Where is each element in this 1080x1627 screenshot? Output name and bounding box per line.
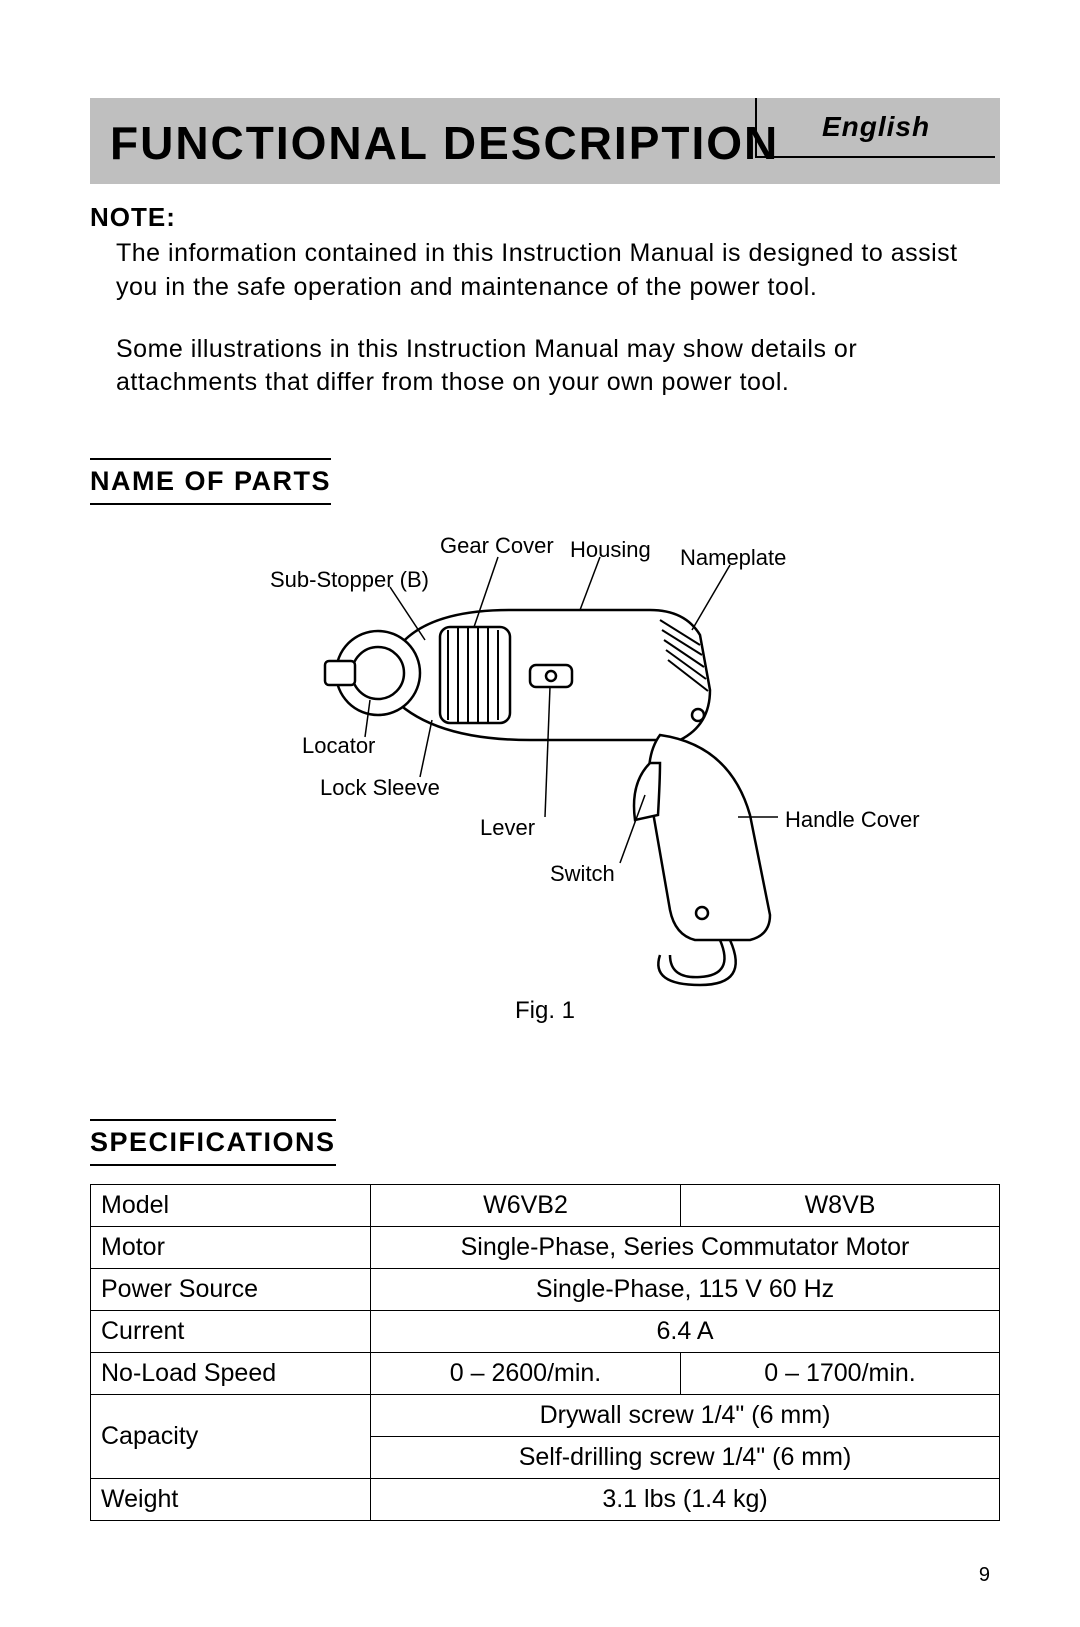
language-tab: English: [755, 98, 995, 158]
cell-power-val: Single-Phase, 115 V 60 Hz: [371, 1269, 1000, 1311]
label-handle-cover: Handle Cover: [785, 807, 920, 833]
cell-model-label: Model: [91, 1185, 371, 1227]
cell-power-label: Power Source: [91, 1269, 371, 1311]
cell-speed-a: 0 – 2600/min.: [371, 1353, 681, 1395]
label-locator: Locator: [302, 733, 375, 759]
parts-heading: NAME OF PARTS: [90, 458, 331, 505]
label-sub-stopper: Sub-Stopper (B): [270, 567, 429, 593]
label-lever: Lever: [480, 815, 535, 841]
note-label: NOTE:: [90, 202, 1000, 233]
page-number: 9: [979, 1564, 990, 1587]
cell-current-label: Current: [91, 1311, 371, 1353]
cell-model-b: W8VB: [681, 1185, 1000, 1227]
cell-capacity-2: Self-drilling screw 1/4" (6 mm): [371, 1437, 1000, 1479]
parts-diagram: Sub-Stopper (B) Gear Cover Housing Namep…: [230, 515, 990, 995]
specs-section: SPECIFICATIONS Model W6VB2 W8VB Motor Si…: [90, 1061, 1000, 1521]
note-para-2: Some illustrations in this Instruction M…: [116, 333, 1000, 401]
cell-motor-val: Single-Phase, Series Commutator Motor: [371, 1227, 1000, 1269]
parts-section: NAME OF PARTS: [90, 400, 1000, 1025]
table-row: No-Load Speed 0 – 2600/min. 0 – 1700/min…: [91, 1353, 1000, 1395]
language-label: English: [822, 111, 930, 143]
figure-caption: Fig. 1: [90, 997, 1000, 1025]
cell-speed-b: 0 – 1700/min.: [681, 1353, 1000, 1395]
label-gear-cover: Gear Cover: [440, 533, 554, 559]
specs-table: Model W6VB2 W8VB Motor Single-Phase, Ser…: [90, 1184, 1000, 1521]
cell-motor-label: Motor: [91, 1227, 371, 1269]
label-housing: Housing: [570, 537, 651, 563]
cell-capacity-1: Drywall screw 1/4" (6 mm): [371, 1395, 1000, 1437]
cell-speed-label: No-Load Speed: [91, 1353, 371, 1395]
table-row: Weight 3.1 lbs (1.4 kg): [91, 1479, 1000, 1521]
table-row: Capacity Drywall screw 1/4" (6 mm): [91, 1395, 1000, 1437]
note-para-1: The information contained in this Instru…: [116, 237, 1000, 305]
table-row: Model W6VB2 W8VB: [91, 1185, 1000, 1227]
label-switch: Switch: [550, 861, 615, 887]
note-block: NOTE: The information contained in this …: [90, 202, 1000, 400]
specs-heading: SPECIFICATIONS: [90, 1119, 336, 1166]
cell-current-val: 6.4 A: [371, 1311, 1000, 1353]
cell-weight-label: Weight: [91, 1479, 371, 1521]
table-row: Power Source Single-Phase, 115 V 60 Hz: [91, 1269, 1000, 1311]
label-lock-sleeve: Lock Sleeve: [320, 775, 440, 801]
page: English FUNCTIONAL DESCRIPTION NOTE: The…: [0, 98, 1080, 1627]
cell-model-a: W6VB2: [371, 1185, 681, 1227]
table-row: Current 6.4 A: [91, 1311, 1000, 1353]
cell-weight-val: 3.1 lbs (1.4 kg): [371, 1479, 1000, 1521]
table-row: Motor Single-Phase, Series Commutator Mo…: [91, 1227, 1000, 1269]
cell-capacity-label: Capacity: [91, 1395, 371, 1479]
label-nameplate: Nameplate: [680, 545, 786, 571]
